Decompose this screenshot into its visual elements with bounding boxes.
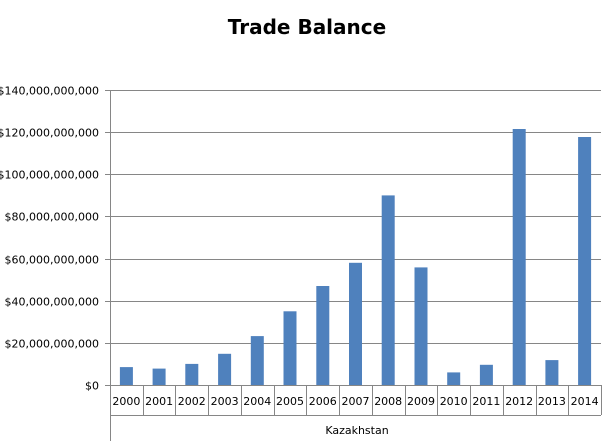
- axes: [110, 90, 602, 441]
- bar-2009: [414, 267, 428, 385]
- x-axis-group-label: Kazakhstan: [325, 424, 388, 437]
- bar-2001: [152, 368, 166, 385]
- bar-2000: [119, 367, 133, 385]
- bar-2002: [185, 363, 199, 385]
- bar-2013: [545, 360, 559, 385]
- x-axis-category-labels: 2000 2001 2002 2003 2004 2005 2006 2007 2008 2009…: [112, 395, 598, 408]
- y-tick-label: $60,000,000,000: [5, 254, 99, 267]
- x-tick-label: 2010: [440, 395, 468, 408]
- x-tick-label: 2012: [505, 395, 533, 408]
- x-tick-label: 2003: [211, 395, 239, 408]
- x-tick-label: 2009: [407, 395, 435, 408]
- x-tick-label: 2006: [309, 395, 337, 408]
- bar-2003: [218, 353, 232, 385]
- y-tick-label: $120,000,000,000: [0, 127, 99, 140]
- y-tick-label: $100,000,000,000: [0, 169, 99, 182]
- bar-2008: [381, 195, 395, 385]
- y-tick-label: $40,000,000,000: [5, 296, 99, 309]
- x-tick-label: 2007: [342, 395, 370, 408]
- chart-title: Trade Balance: [228, 15, 386, 39]
- bar-2011: [479, 364, 493, 385]
- x-tick-label: 2008: [374, 395, 402, 408]
- x-tick-label: 2005: [276, 395, 304, 408]
- x-tick-label: 2011: [472, 395, 500, 408]
- bar-2012: [512, 129, 526, 385]
- bar-2014: [578, 137, 592, 385]
- bar-2004: [250, 336, 264, 385]
- x-tick-label: 2002: [178, 395, 206, 408]
- x-tick-label: 2013: [538, 395, 566, 408]
- y-tick-label: $140,000,000,000: [0, 85, 99, 98]
- x-tick-label: 2001: [145, 395, 173, 408]
- y-axis-tick-labels: $0 $20,000,000,000 $40,000,000,000 $60,000,…: [0, 85, 99, 393]
- x-tick-label: 2004: [243, 395, 271, 408]
- bar-2010: [447, 372, 461, 385]
- x-tick-label: 2000: [112, 395, 140, 408]
- bar-2005: [283, 311, 297, 386]
- y-tick-label: $0: [85, 380, 99, 393]
- bars: [119, 129, 592, 386]
- x-tick-label: 2014: [571, 395, 599, 408]
- bar-2007: [349, 262, 362, 385]
- bar-2006: [316, 286, 330, 385]
- y-tick-label: $20,000,000,000: [5, 338, 99, 351]
- y-tick-label: $80,000,000,000: [5, 211, 99, 224]
